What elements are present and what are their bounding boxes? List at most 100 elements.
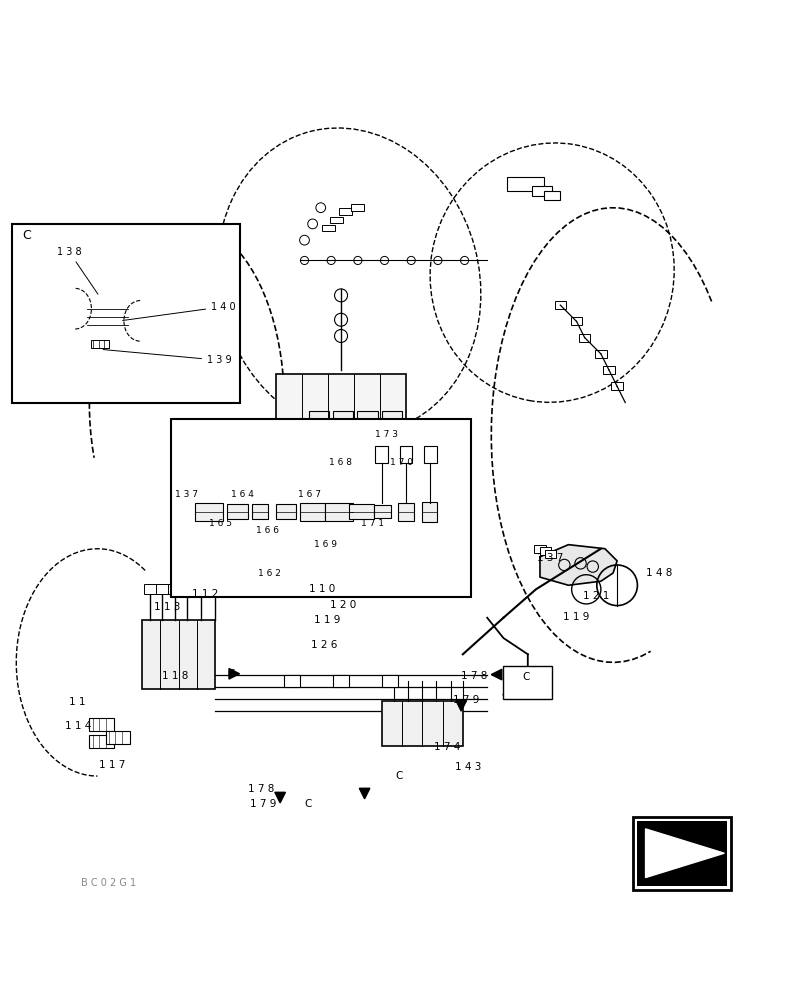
Bar [170,419,470,597]
Bar [399,446,412,463]
Bar [594,350,606,358]
Bar [338,208,351,215]
Bar [503,666,551,699]
Bar [534,545,545,553]
Text: 1 6 5: 1 6 5 [209,519,232,528]
Bar [578,334,590,342]
Text: 1 7 8: 1 7 8 [247,784,273,794]
Text: 1 2 1: 1 2 1 [582,591,608,601]
Bar [92,340,109,348]
Bar [375,446,388,463]
Text: 1 1: 1 1 [69,697,85,707]
Bar [276,504,296,519]
Text: 1 1 9: 1 1 9 [314,615,340,625]
Bar [300,503,324,521]
Bar [570,317,581,325]
Polygon shape [539,545,616,585]
Polygon shape [491,669,501,680]
Bar [330,217,343,223]
Bar [381,411,401,423]
Bar [397,503,414,521]
Text: 1 3 7: 1 3 7 [174,490,197,499]
Bar [357,411,377,423]
Text: 1 1 3: 1 1 3 [154,602,180,612]
Text: 1 7 9: 1 7 9 [453,695,478,705]
Text: 1 7 8: 1 7 8 [461,671,487,681]
Text: 1 1 4: 1 1 4 [65,721,91,731]
Text: 1 4 8: 1 4 8 [645,568,671,578]
Bar [539,547,551,555]
Bar [284,675,300,687]
Text: 1 7 4: 1 7 4 [434,742,460,752]
Text: C: C [227,669,234,679]
Bar [322,225,335,231]
Bar [85,294,130,339]
Text: 1 3 8: 1 3 8 [57,247,98,294]
Bar [195,584,208,594]
Bar [637,821,726,886]
Polygon shape [274,792,285,803]
Polygon shape [456,701,466,711]
Text: 1 7 3: 1 7 3 [375,430,397,439]
Bar [603,366,614,374]
Text: 1 7 9: 1 7 9 [250,799,276,809]
Text: B C 0 2 G 1: B C 0 2 G 1 [81,878,136,888]
FancyBboxPatch shape [276,374,406,455]
Bar [350,204,363,211]
Bar [381,675,397,687]
Bar [422,502,436,522]
Text: 1 6 6: 1 6 6 [255,526,278,535]
Bar [89,718,114,731]
Text: C: C [304,799,311,809]
Text: C: C [395,771,402,781]
Bar [180,584,193,594]
Text: 1 6 2: 1 6 2 [258,569,281,578]
Bar [156,584,169,594]
Bar [195,503,223,521]
Bar [333,675,349,687]
Text: 1 6 9: 1 6 9 [314,540,337,549]
Bar [423,446,436,463]
Text: 1 1 2: 1 1 2 [192,589,218,599]
Bar [633,817,730,890]
Bar [531,186,551,196]
Bar [554,301,565,309]
Bar [89,735,114,748]
Bar [308,411,328,423]
Bar [543,191,560,200]
Bar [507,177,543,191]
Text: 1 1 8: 1 1 8 [162,671,188,681]
Text: 1 7 1: 1 7 1 [361,519,384,528]
Text: 1 6 7: 1 6 7 [298,490,320,499]
Polygon shape [358,788,370,799]
Bar [381,701,462,746]
Bar [105,731,130,744]
Text: 1 2 0: 1 2 0 [330,600,356,610]
Bar [349,504,373,519]
Bar [168,584,181,594]
Text: 1 6 4: 1 6 4 [230,490,253,499]
Bar [251,504,268,519]
Bar [333,411,353,423]
Bar [12,224,239,403]
Bar [544,550,556,558]
Bar [208,584,221,594]
Text: 1 1 9: 1 1 9 [562,612,588,622]
Bar [611,382,622,390]
Text: 1 3 7: 1 3 7 [536,553,562,563]
Polygon shape [229,668,239,679]
Text: 1 1 0: 1 1 0 [309,584,335,594]
Bar [227,504,247,519]
Text: 1 7 0: 1 7 0 [389,458,412,467]
Bar [324,503,353,521]
Polygon shape [645,829,723,878]
Bar [142,620,215,689]
Text: C: C [521,672,529,682]
Text: 1 1 7: 1 1 7 [99,760,125,770]
Bar [373,505,391,518]
Bar [144,584,157,594]
Text: 1 4 0: 1 4 0 [122,302,235,320]
Text: 1 2 6: 1 2 6 [311,640,337,650]
Text: 1 4 3: 1 4 3 [454,762,480,772]
Text: 1 3 9: 1 3 9 [103,350,231,365]
